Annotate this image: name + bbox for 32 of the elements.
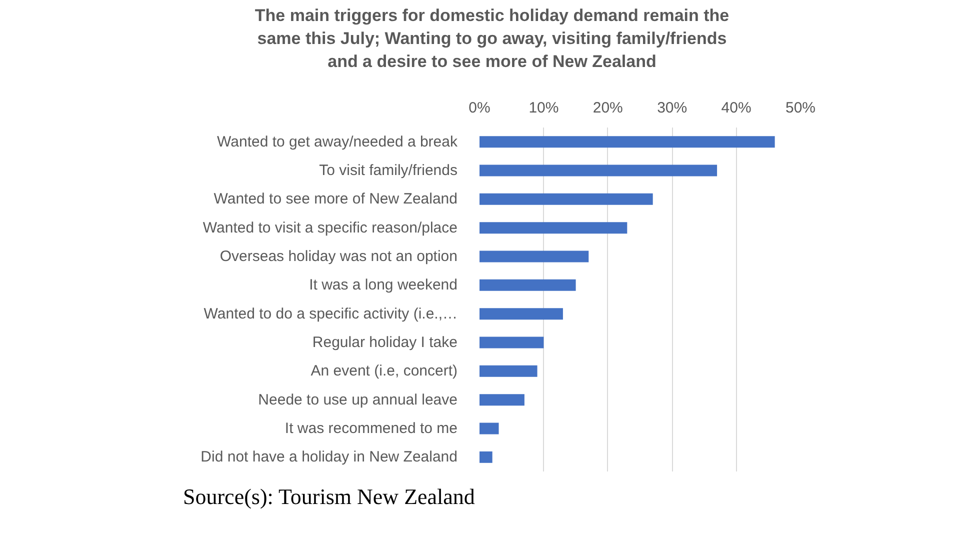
bar bbox=[480, 308, 563, 320]
y-tick-label: Neede to use up annual leave bbox=[258, 391, 458, 408]
x-tick-label: 10% bbox=[528, 100, 559, 116]
bar bbox=[480, 250, 589, 262]
y-tick-label: Wanted to get away/needed a break bbox=[217, 133, 458, 150]
x-tick-label: 50% bbox=[785, 100, 816, 116]
bar bbox=[480, 422, 499, 434]
y-tick-label: Regular holiday I take bbox=[312, 334, 458, 351]
y-tick-label: Wanted to visit a specific reason/place bbox=[202, 219, 458, 236]
bar bbox=[480, 394, 524, 406]
y-tick-label: It was recommened to me bbox=[284, 420, 458, 437]
y-tick-label: Wanted to see more of New Zealand bbox=[214, 190, 458, 208]
source-note: Source(s): Tourism New Zealand bbox=[183, 483, 475, 511]
bar bbox=[480, 136, 775, 148]
chart-title: The main triggers for domestic holiday demand remain the same this July; Wanting to go away, visiting family/friends and a desire to see more of New Zealand bbox=[254, 5, 730, 73]
x-tick-label: 20% bbox=[592, 100, 623, 116]
y-tick-label: Overseas holiday was not an option bbox=[220, 248, 458, 265]
x-tick-label: 30% bbox=[657, 100, 688, 116]
bar bbox=[480, 336, 544, 348]
x-tick-label: 40% bbox=[721, 100, 752, 116]
y-tick-label: Did not have a holiday in New Zealand bbox=[200, 448, 458, 466]
bar bbox=[480, 451, 492, 463]
y-tick-label: Wanted to do a specific activity (i.e.,… bbox=[204, 305, 458, 322]
y-tick-label: To visit family/friends bbox=[319, 162, 458, 179]
bar bbox=[480, 193, 653, 205]
y-tick-label: It was a long weekend bbox=[309, 276, 458, 294]
bar bbox=[480, 222, 628, 234]
x-tick-label: 0% bbox=[468, 100, 490, 116]
bar bbox=[480, 279, 576, 291]
bar bbox=[480, 164, 718, 176]
bar bbox=[480, 365, 538, 377]
y-tick-label: An event (i.e, concert) bbox=[310, 362, 458, 380]
